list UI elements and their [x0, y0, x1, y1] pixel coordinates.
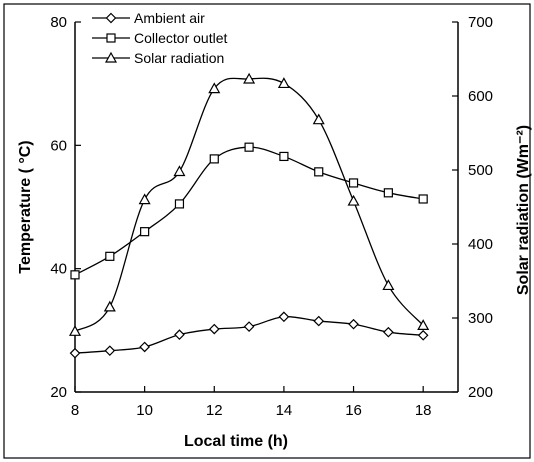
triangle-marker: [103, 300, 116, 312]
right-y-tick-label: 200: [468, 384, 493, 401]
diamond-marker: [69, 347, 81, 359]
left-y-tick-label: 40: [50, 261, 67, 278]
diamond-marker: [278, 311, 290, 323]
triangle-marker: [382, 279, 395, 291]
left-y-tick-label: 80: [50, 14, 67, 31]
square-marker: [314, 167, 324, 177]
diamond-marker: [243, 321, 255, 332]
left-y-tick-label: 20: [50, 384, 67, 401]
legend-label-ambient-air: Ambient air: [134, 10, 205, 26]
legend-label-solar-radiation: Solar radiation: [134, 50, 224, 66]
triangle-marker: [104, 51, 118, 63]
right-y-tick-label: 500: [468, 162, 493, 179]
left-y-tick-label: 60: [50, 137, 67, 154]
square-marker: [209, 154, 219, 164]
triangle-marker: [173, 165, 186, 177]
square-marker: [106, 33, 116, 43]
square-marker: [105, 251, 115, 261]
square-marker: [174, 199, 185, 209]
square-marker: [348, 178, 359, 188]
triangle-marker: [277, 77, 290, 89]
triangle-marker: [208, 82, 221, 94]
diamond-marker: [383, 326, 394, 338]
diamond-marker: [313, 315, 325, 327]
square-marker: [244, 142, 254, 152]
x-tick-label: 8: [71, 402, 79, 419]
diamond-marker: [139, 341, 150, 353]
square-marker: [140, 227, 150, 237]
right-y-tick-label: 700: [468, 14, 493, 31]
diamond-marker: [417, 329, 429, 341]
right-y-tick-label: 600: [468, 88, 493, 105]
diamond-marker: [105, 12, 117, 24]
diamond-marker: [208, 323, 220, 335]
ticks: 8 10 12 14 16 18 20 40 60 80 200 300 400 500 600 700: [50, 14, 493, 419]
triangle-marker: [417, 319, 430, 330]
left-y-axis-title: Temperature ( °C): [17, 140, 34, 273]
right-y-tick-label: 400: [468, 236, 493, 253]
square-marker: [279, 151, 289, 162]
square-marker: [418, 194, 428, 204]
x-tick-label: 14: [276, 402, 293, 419]
right-y-axis-title: Solar radiation (Wm⁻²): [515, 125, 532, 295]
square-marker: [383, 188, 393, 198]
series-collector-outlet: [70, 142, 428, 280]
x-tick-label: 18: [415, 402, 432, 419]
legend-label-collector-outlet: Collector outlet: [134, 30, 227, 46]
series-ambient-air: [69, 311, 429, 359]
chart-border: [3, 3, 531, 459]
axes: [74, 22, 459, 393]
diamond-marker: [104, 345, 116, 357]
series-layer: [68, 72, 430, 359]
square-marker: [70, 270, 80, 280]
x-tick-label: 16: [345, 402, 362, 419]
series-solar-radiation: [68, 72, 430, 336]
solar-radiation-line: [74, 77, 424, 332]
triangle-marker: [243, 72, 256, 84]
triangle-marker: [68, 325, 82, 336]
diamond-marker: [348, 318, 359, 330]
triangle-marker: [312, 113, 325, 125]
x-axis-title: Local time (h): [184, 433, 288, 450]
diamond-marker: [174, 329, 185, 340]
triangle-marker: [347, 194, 360, 206]
x-tick-label: 12: [206, 402, 223, 419]
legend: Ambient air Collector outlet Solar radiati…: [92, 10, 227, 66]
triangle-marker: [138, 193, 151, 205]
right-y-tick-label: 300: [468, 310, 493, 327]
x-tick-label: 10: [136, 402, 153, 419]
